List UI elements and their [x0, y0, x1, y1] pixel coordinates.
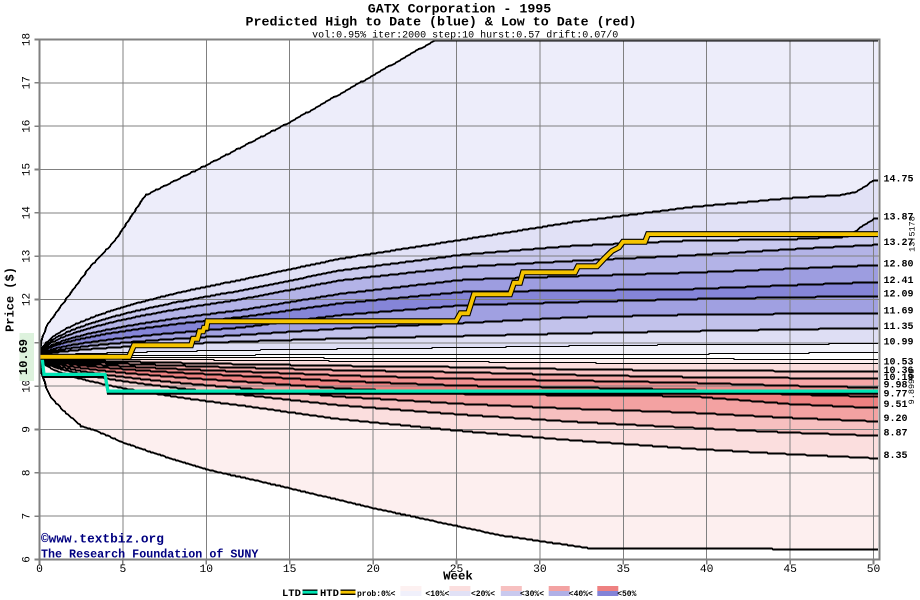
svg-text:17: 17	[22, 76, 34, 89]
svg-text:8: 8	[22, 469, 34, 476]
svg-text:Predicted High to Date (blue): Predicted High to Date (blue) & Low to D…	[246, 15, 637, 30]
svg-text:13: 13	[22, 250, 34, 263]
svg-text:<50%: <50%	[617, 590, 636, 599]
svg-text:40: 40	[700, 564, 714, 576]
svg-text:10: 10	[200, 564, 214, 576]
svg-text:9.89998: 9.89998	[907, 369, 917, 405]
svg-text:9.51: 9.51	[884, 400, 908, 411]
svg-text:The Research Foundation of SUN: The Research Foundation of SUNY	[41, 547, 258, 561]
svg-text:10.53: 10.53	[884, 358, 914, 369]
svg-text:45: 45	[783, 564, 797, 576]
svg-text:20: 20	[366, 564, 380, 576]
svg-text:25: 25	[450, 564, 464, 576]
svg-text:vol:0.95% iter:2000 step:10 hu: vol:0.95% iter:2000 step:10 hurst:0.57 d…	[312, 29, 618, 41]
svg-text:35: 35	[617, 564, 631, 576]
svg-text:12.41: 12.41	[884, 276, 914, 287]
svg-text:©www.textbiz.org: ©www.textbiz.org	[41, 532, 164, 547]
svg-text:<40%<: <40%<	[569, 590, 593, 599]
svg-text:30: 30	[533, 564, 547, 576]
svg-text:12.80: 12.80	[884, 260, 914, 271]
svg-text:0: 0	[36, 564, 43, 576]
svg-text:15: 15	[283, 564, 297, 576]
svg-text:8.35: 8.35	[884, 451, 908, 462]
svg-text:13.5178: 13.5178	[908, 216, 918, 252]
svg-text:15: 15	[22, 163, 34, 176]
svg-text:prob:0%<: prob:0%<	[357, 590, 396, 599]
svg-text:<20%<: <20%<	[471, 590, 495, 599]
svg-text:8.87: 8.87	[884, 429, 908, 440]
svg-text:10.19: 10.19	[884, 373, 914, 384]
svg-text:14.75: 14.75	[884, 175, 914, 186]
svg-text:5: 5	[120, 564, 127, 576]
svg-text:50: 50	[867, 564, 881, 576]
svg-text:7: 7	[22, 513, 34, 520]
svg-text:LTD: LTD	[282, 588, 301, 600]
svg-text:GATX Corporation - 1995: GATX Corporation - 1995	[368, 2, 552, 17]
svg-text:16: 16	[22, 120, 34, 133]
svg-text:9.77: 9.77	[884, 390, 908, 401]
svg-text:18: 18	[22, 33, 34, 46]
svg-text:10: 10	[22, 380, 34, 393]
svg-text:<10%<: <10%<	[425, 590, 449, 599]
svg-text:9.20: 9.20	[884, 414, 908, 425]
svg-text:11.35: 11.35	[884, 322, 914, 333]
svg-text:10.99: 10.99	[884, 338, 914, 349]
svg-text:14: 14	[22, 206, 34, 220]
svg-text:12.09: 12.09	[884, 290, 914, 301]
svg-text:9.98: 9.98	[884, 381, 908, 392]
svg-text:HTD: HTD	[320, 588, 339, 600]
svg-text:6: 6	[22, 556, 34, 563]
svg-text:<30%<: <30%<	[520, 590, 544, 599]
svg-text:10.69: 10.69	[17, 339, 31, 375]
svg-text:Week: Week	[443, 569, 473, 583]
svg-text:13.87: 13.87	[884, 213, 914, 224]
svg-text:11.69: 11.69	[884, 307, 914, 318]
svg-text:Price ($): Price ($)	[4, 267, 18, 332]
svg-text:10.36: 10.36	[884, 366, 914, 377]
svg-text:9: 9	[22, 426, 34, 433]
svg-text:13.27: 13.27	[884, 238, 914, 249]
svg-text:12: 12	[22, 293, 34, 306]
